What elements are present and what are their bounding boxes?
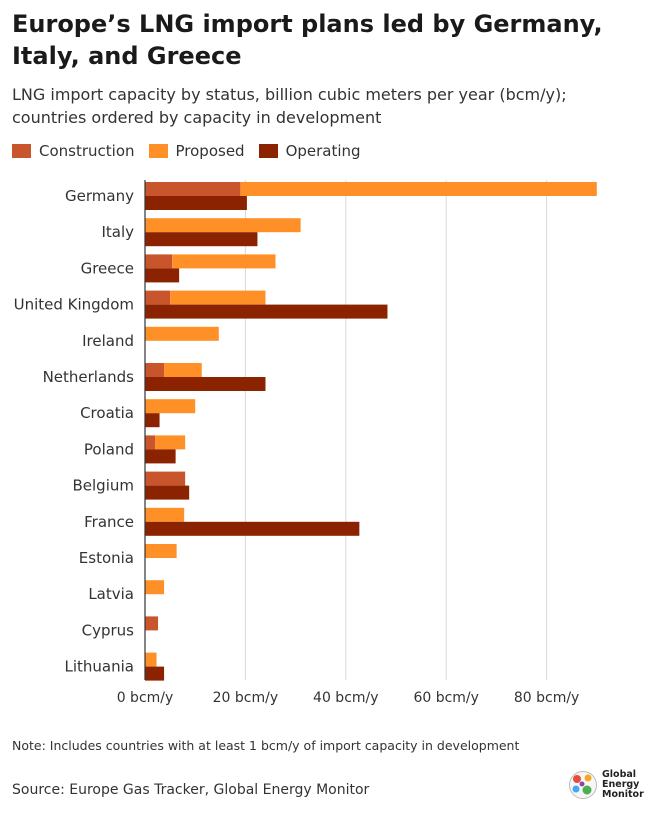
legend-item-operating: Operating <box>258 142 361 160</box>
y-tick-label-italy: Italy <box>101 223 134 241</box>
bar-proposed-croatia <box>145 399 196 414</box>
bar-proposed-ireland <box>145 326 219 341</box>
y-tick-label-greece: Greece <box>81 259 134 277</box>
bar-operating-netherlands <box>145 377 266 391</box>
y-tick-label-germany: Germany <box>65 187 134 205</box>
bar-construction-belgium <box>145 471 186 486</box>
bar-chart: 0 bcm/y 20 bcm/y 40 bcm/y 60 bcm/y 80 bcm/y G… <box>14 180 597 706</box>
x-tick-label: 0 bcm/y <box>117 690 174 706</box>
gem-logo: Global Energy Monitor <box>568 770 644 800</box>
legend-swatch-proposed <box>148 144 168 158</box>
bar-operating-poland <box>145 449 176 464</box>
bar-proposed-united-kingdom <box>170 290 266 305</box>
bar-operating-united-kingdom <box>145 304 388 319</box>
y-tick-label-united-kingdom: United Kingdom <box>14 296 134 314</box>
bar-proposed-poland <box>155 435 186 450</box>
y-tick-label-ireland: Ireland <box>82 332 134 350</box>
bar-proposed-france <box>145 507 185 522</box>
bar-operating-france <box>145 521 360 536</box>
y-tick-label-estonia: Estonia <box>79 549 134 567</box>
bar-proposed-netherlands <box>164 363 202 377</box>
x-tick-label: 80 bcm/y <box>514 690 580 706</box>
y-tick-label-croatia: Croatia <box>80 404 134 422</box>
bar-proposed-italy <box>145 218 301 233</box>
x-tick-label: 60 bcm/y <box>413 690 479 706</box>
legend-label-proposed: Proposed <box>175 142 245 160</box>
bar-proposed-estonia <box>145 544 177 558</box>
logo-line-2: Energy <box>602 779 640 790</box>
legend-swatch-construction <box>12 144 31 158</box>
y-tick-label-cyprus: Cyprus <box>82 621 135 639</box>
legend-label-construction: Construction <box>39 142 135 160</box>
bar-construction-netherlands <box>145 363 165 377</box>
y-tick-label-france: France <box>84 513 134 531</box>
chart-title: Europe’s LNG import plans led by Germany… <box>12 10 603 70</box>
y-tick-label-latvia: Latvia <box>88 585 134 603</box>
bar-construction-cyprus <box>145 616 159 631</box>
y-tick-label-poland: Poland <box>84 440 134 458</box>
bar-operating-greece <box>145 268 180 283</box>
bar-operating-germany <box>145 196 247 210</box>
legend-label-operating: Operating <box>285 142 361 160</box>
y-tick-label-netherlands: Netherlands <box>43 368 135 386</box>
logo-line-3: Monitor <box>602 789 644 800</box>
y-tick-label-lithuania: Lithuania <box>65 658 134 676</box>
bar-proposed-latvia <box>145 580 165 595</box>
chart-subtitle: LNG import capacity by status, billion c… <box>12 85 567 127</box>
globe-icon <box>569 771 597 799</box>
bar-proposed-germany <box>240 182 597 196</box>
bar-operating-croatia <box>145 413 160 428</box>
x-tick-label: 20 bcm/y <box>213 690 279 706</box>
bar-operating-belgium <box>145 485 190 500</box>
bar-construction-poland <box>145 435 156 450</box>
bar-construction-greece <box>145 254 173 269</box>
legend: Construction Proposed Operating <box>12 140 375 162</box>
bar-construction-germany <box>145 182 241 196</box>
logo-text: Global Energy Monitor <box>602 770 644 800</box>
bar-operating-lithuania <box>145 666 165 681</box>
bar-construction-united-kingdom <box>145 290 171 305</box>
legend-item-proposed: Proposed <box>148 142 245 160</box>
logo-line-1: Global <box>602 769 637 780</box>
bar-operating-italy <box>145 232 258 247</box>
bar-proposed-lithuania <box>145 652 157 667</box>
chart-note: Note: Includes countries with at least 1… <box>12 738 520 753</box>
legend-item-construction: Construction <box>12 142 135 160</box>
bar-proposed-greece <box>172 254 276 269</box>
x-tick-label: 40 bcm/y <box>313 690 379 706</box>
y-tick-label-belgium: Belgium <box>73 477 135 495</box>
legend-swatch-operating <box>258 144 278 158</box>
chart-source: Source: Europe Gas Tracker, Global Energ… <box>12 782 370 798</box>
